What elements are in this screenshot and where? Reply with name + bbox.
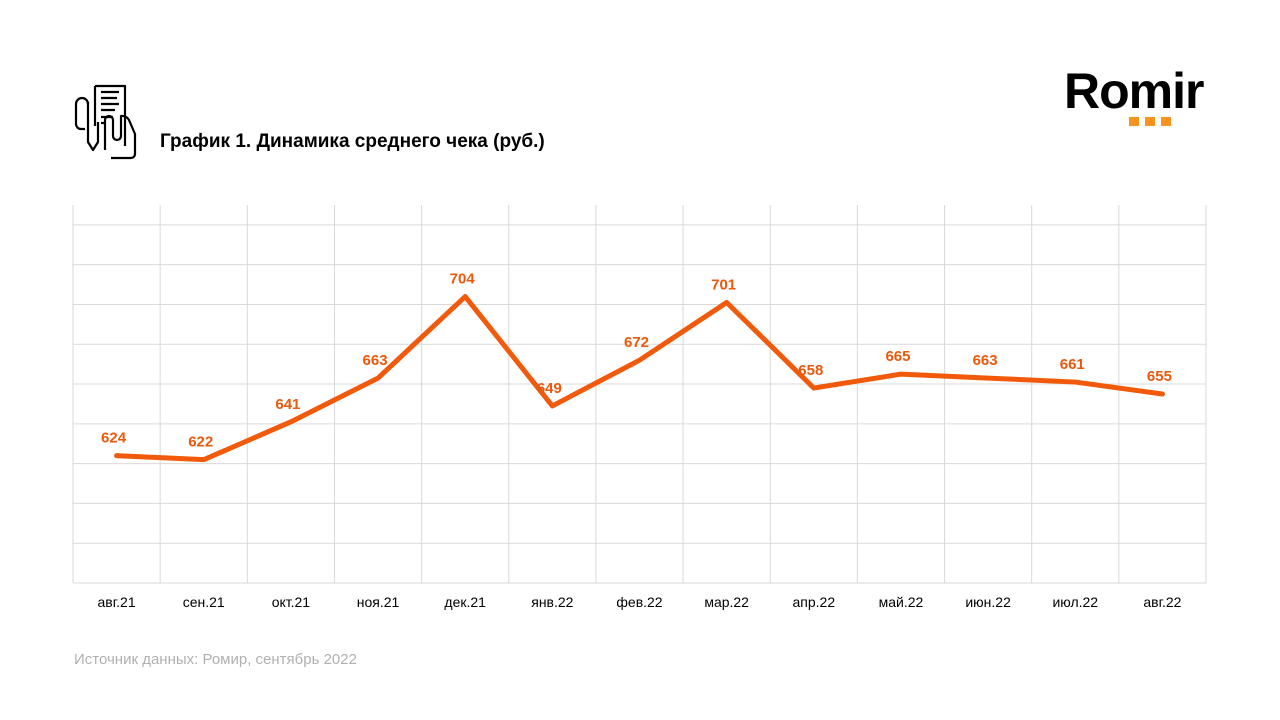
chart-title: График 1. Динамика среднего чека (руб.) (160, 131, 545, 152)
x-tick-label: мар.22 (704, 594, 749, 610)
data-label: 701 (711, 276, 736, 293)
data-label: 655 (1147, 368, 1172, 385)
x-tick-label: окт.21 (272, 594, 311, 610)
data-label: 704 (450, 271, 476, 288)
data-label: 661 (1060, 356, 1085, 373)
x-tick-label: июн.22 (965, 594, 1011, 610)
x-tick-label: янв.22 (531, 594, 573, 610)
receipt-hand-icon (74, 84, 137, 160)
x-tick-label: апр.22 (792, 594, 835, 610)
x-tick-label: авг.22 (1143, 594, 1181, 610)
data-label: 663 (973, 352, 998, 369)
source-note: Источник данных: Ромир, сентябрь 2022 (74, 651, 357, 668)
data-label: 665 (885, 348, 910, 365)
x-tick-label: фев.22 (616, 594, 662, 610)
x-tick-label: июл.22 (1052, 594, 1098, 610)
x-tick-label: дек.21 (444, 594, 486, 610)
data-label: 622 (188, 434, 213, 451)
data-label: 658 (798, 362, 823, 379)
data-label: 663 (363, 352, 388, 369)
data-label: 672 (624, 334, 649, 351)
x-tick-label: сен.21 (183, 594, 225, 610)
x-tick-label: май.22 (879, 594, 924, 610)
data-label: 641 (275, 396, 300, 413)
x-tick-label: ноя.21 (357, 594, 400, 610)
data-label: 649 (537, 380, 562, 397)
series-line (114, 294, 1165, 463)
x-tick-label: авг.21 (98, 594, 136, 610)
logo-dots (1129, 113, 1177, 131)
data-label: 624 (101, 430, 127, 447)
romir-logo: Romir (1064, 63, 1204, 119)
